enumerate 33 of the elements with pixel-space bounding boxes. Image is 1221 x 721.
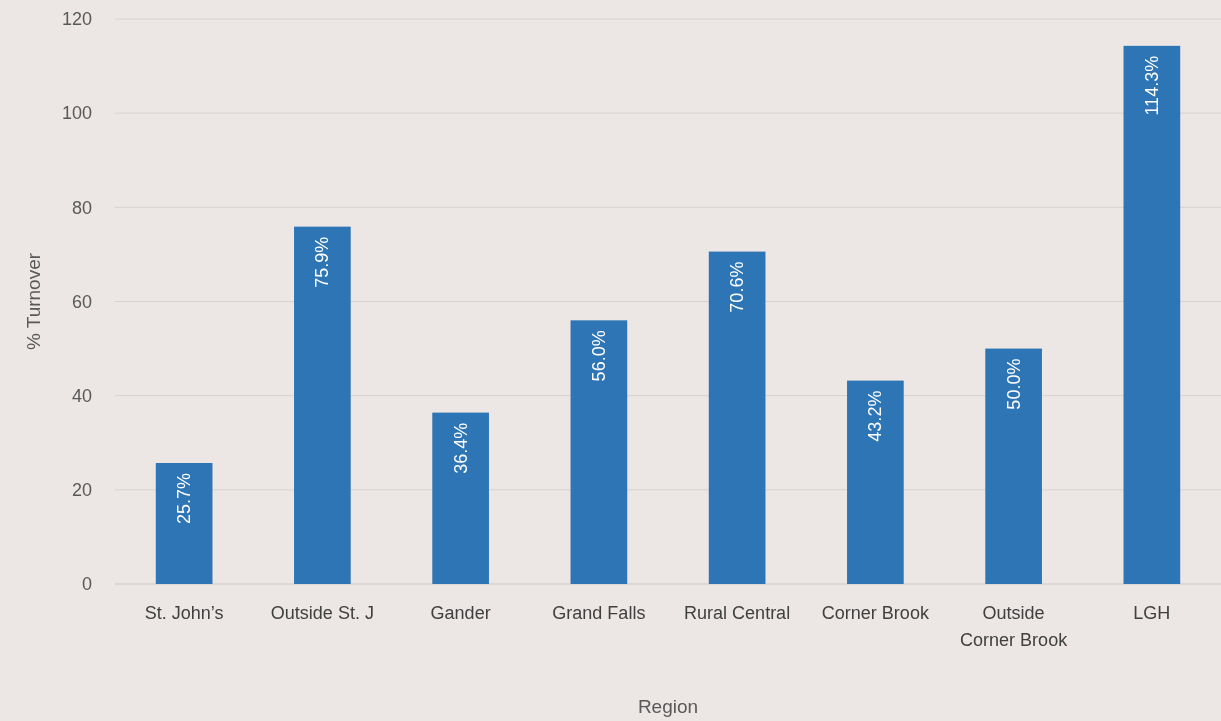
data-label: 50.0% bbox=[1003, 358, 1024, 410]
y-tick-label: 120 bbox=[61, 9, 92, 30]
x-tick-label: St. John’s bbox=[144, 603, 224, 623]
data-label: 70.6% bbox=[727, 261, 748, 313]
data-label: 36.4% bbox=[450, 422, 471, 474]
x-tick-label: Gander bbox=[430, 603, 491, 623]
data-label: 114.3% bbox=[1141, 55, 1162, 116]
y-tick-label: 60 bbox=[71, 291, 92, 312]
bar bbox=[1123, 45, 1181, 584]
y-tick-label: 40 bbox=[71, 385, 92, 406]
data-label: 25.7% bbox=[174, 473, 195, 525]
x-tick-label: Rural Central bbox=[684, 603, 791, 623]
x-tick-label: Outside Corner Brook bbox=[960, 603, 1069, 650]
bar bbox=[294, 226, 351, 584]
bar bbox=[847, 380, 904, 584]
bar bbox=[570, 320, 628, 584]
x-tick-label: Outside St. J bbox=[270, 603, 374, 623]
x-tick-label: Grand Falls bbox=[552, 603, 646, 623]
bar bbox=[708, 251, 766, 584]
x-tick-label: Corner Brook bbox=[821, 603, 930, 623]
bar bbox=[985, 348, 1042, 584]
bar bbox=[155, 463, 213, 584]
data-label: 43.2% bbox=[865, 390, 886, 442]
y-tick-label: 0 bbox=[81, 574, 92, 595]
x-tick-label: LGH bbox=[1133, 603, 1171, 623]
y-tick-label: 100 bbox=[61, 103, 92, 124]
bar bbox=[432, 412, 489, 584]
data-label: 56.0% bbox=[588, 330, 609, 382]
y-tick-label: 80 bbox=[71, 197, 92, 218]
y-tick-label: 20 bbox=[71, 480, 92, 501]
data-label: 75.9% bbox=[312, 236, 333, 288]
y-axis-title: % Turnover bbox=[23, 252, 44, 351]
x-axis-title: Region bbox=[637, 696, 699, 717]
